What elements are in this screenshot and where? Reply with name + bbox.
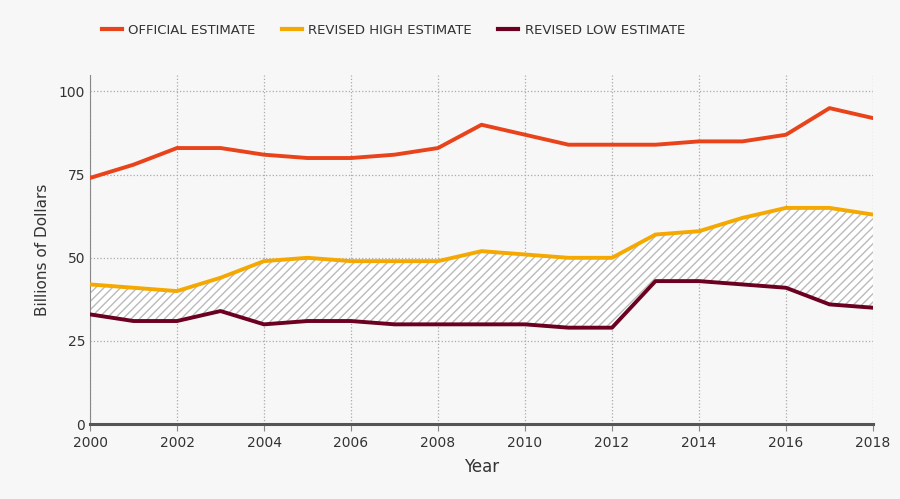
REVISED LOW ESTIMATE bbox=[824, 301, 835, 307]
OFFICIAL ESTIMATE bbox=[302, 155, 313, 161]
REVISED LOW ESTIMATE bbox=[650, 278, 661, 284]
X-axis label: Year: Year bbox=[464, 458, 500, 476]
REVISED HIGH ESTIMATE bbox=[519, 251, 530, 257]
REVISED HIGH ESTIMATE bbox=[563, 255, 574, 261]
OFFICIAL ESTIMATE bbox=[433, 145, 444, 151]
REVISED HIGH ESTIMATE bbox=[85, 281, 95, 287]
REVISED LOW ESTIMATE bbox=[694, 278, 705, 284]
REVISED LOW ESTIMATE bbox=[85, 311, 95, 317]
REVISED LOW ESTIMATE bbox=[346, 318, 356, 324]
REVISED LOW ESTIMATE bbox=[215, 308, 226, 314]
OFFICIAL ESTIMATE bbox=[694, 138, 705, 144]
REVISED LOW ESTIMATE bbox=[476, 321, 487, 327]
OFFICIAL ESTIMATE bbox=[476, 122, 487, 128]
Line: REVISED LOW ESTIMATE: REVISED LOW ESTIMATE bbox=[90, 281, 873, 328]
OFFICIAL ESTIMATE bbox=[258, 152, 269, 158]
REVISED LOW ESTIMATE bbox=[433, 321, 444, 327]
REVISED LOW ESTIMATE bbox=[389, 321, 400, 327]
OFFICIAL ESTIMATE bbox=[519, 132, 530, 138]
REVISED LOW ESTIMATE bbox=[519, 321, 530, 327]
REVISED HIGH ESTIMATE bbox=[824, 205, 835, 211]
REVISED HIGH ESTIMATE bbox=[302, 255, 313, 261]
REVISED HIGH ESTIMATE bbox=[650, 232, 661, 238]
REVISED LOW ESTIMATE bbox=[302, 318, 313, 324]
OFFICIAL ESTIMATE bbox=[128, 162, 139, 168]
REVISED LOW ESTIMATE bbox=[737, 281, 748, 287]
REVISED LOW ESTIMATE bbox=[780, 285, 791, 291]
OFFICIAL ESTIMATE bbox=[650, 142, 661, 148]
OFFICIAL ESTIMATE bbox=[563, 142, 574, 148]
Line: REVISED HIGH ESTIMATE: REVISED HIGH ESTIMATE bbox=[90, 208, 873, 291]
REVISED HIGH ESTIMATE bbox=[737, 215, 748, 221]
REVISED LOW ESTIMATE bbox=[607, 325, 617, 331]
OFFICIAL ESTIMATE bbox=[172, 145, 183, 151]
REVISED HIGH ESTIMATE bbox=[476, 248, 487, 254]
OFFICIAL ESTIMATE bbox=[215, 145, 226, 151]
REVISED HIGH ESTIMATE bbox=[694, 228, 705, 234]
Legend: OFFICIAL ESTIMATE, REVISED HIGH ESTIMATE, REVISED LOW ESTIMATE: OFFICIAL ESTIMATE, REVISED HIGH ESTIMATE… bbox=[96, 18, 690, 42]
REVISED LOW ESTIMATE bbox=[128, 318, 139, 324]
OFFICIAL ESTIMATE bbox=[780, 132, 791, 138]
REVISED HIGH ESTIMATE bbox=[172, 288, 183, 294]
OFFICIAL ESTIMATE bbox=[824, 105, 835, 111]
REVISED HIGH ESTIMATE bbox=[346, 258, 356, 264]
OFFICIAL ESTIMATE bbox=[607, 142, 617, 148]
REVISED LOW ESTIMATE bbox=[172, 318, 183, 324]
REVISED LOW ESTIMATE bbox=[868, 305, 878, 311]
Line: OFFICIAL ESTIMATE: OFFICIAL ESTIMATE bbox=[90, 108, 873, 178]
REVISED HIGH ESTIMATE bbox=[780, 205, 791, 211]
REVISED HIGH ESTIMATE bbox=[868, 212, 878, 218]
REVISED HIGH ESTIMATE bbox=[433, 258, 444, 264]
OFFICIAL ESTIMATE bbox=[85, 175, 95, 181]
OFFICIAL ESTIMATE bbox=[389, 152, 400, 158]
REVISED HIGH ESTIMATE bbox=[215, 275, 226, 281]
OFFICIAL ESTIMATE bbox=[868, 115, 878, 121]
Y-axis label: Billions of Dollars: Billions of Dollars bbox=[35, 183, 50, 316]
REVISED LOW ESTIMATE bbox=[258, 321, 269, 327]
OFFICIAL ESTIMATE bbox=[346, 155, 356, 161]
REVISED HIGH ESTIMATE bbox=[258, 258, 269, 264]
REVISED HIGH ESTIMATE bbox=[128, 285, 139, 291]
REVISED HIGH ESTIMATE bbox=[389, 258, 400, 264]
OFFICIAL ESTIMATE bbox=[737, 138, 748, 144]
REVISED HIGH ESTIMATE bbox=[607, 255, 617, 261]
REVISED LOW ESTIMATE bbox=[563, 325, 574, 331]
